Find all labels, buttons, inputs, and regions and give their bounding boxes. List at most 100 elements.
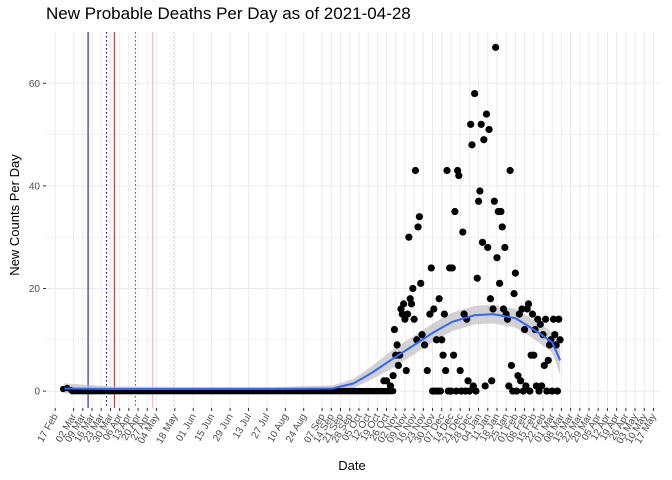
data-point	[510, 290, 518, 298]
data-point	[430, 305, 438, 313]
data-point	[427, 264, 435, 272]
data-point	[478, 238, 487, 246]
data-point	[490, 197, 498, 205]
smooth-line-group	[64, 313, 562, 390]
data-point	[394, 361, 402, 370]
data-point	[421, 341, 429, 349]
data-point	[465, 387, 473, 395]
data-point	[498, 223, 506, 231]
data-point	[536, 320, 544, 328]
data-point	[471, 89, 479, 98]
data-point	[449, 351, 458, 359]
data-point	[455, 172, 463, 180]
data-point	[468, 141, 476, 149]
data-point	[486, 295, 494, 303]
data-point	[473, 274, 481, 282]
data-point	[386, 382, 395, 390]
data-point	[414, 223, 422, 231]
data-point	[410, 315, 418, 323]
y-axis-title: New Counts Per Day	[7, 154, 22, 276]
data-point	[436, 387, 445, 395]
data-point	[448, 264, 456, 272]
data-point	[481, 382, 489, 390]
chart-title: New Probable Deaths Per Day as of 2021-0…	[46, 4, 411, 23]
data-point	[517, 377, 525, 385]
data-point	[492, 43, 500, 51]
data-point	[507, 361, 516, 370]
data-point	[390, 325, 399, 334]
data-point	[476, 187, 484, 195]
data-point	[530, 351, 538, 359]
data-point	[467, 120, 475, 128]
data-point	[482, 110, 491, 118]
data-point	[389, 372, 397, 380]
data-point	[520, 325, 529, 334]
data-point	[556, 336, 564, 344]
data-point	[411, 166, 420, 175]
y-tick-label: 0	[34, 387, 40, 398]
data-point	[459, 228, 467, 236]
x-axis-title: Date	[338, 458, 365, 473]
data-point	[522, 382, 530, 390]
data-point	[472, 387, 480, 395]
data-point	[555, 315, 563, 323]
data-point	[544, 356, 552, 364]
data-point	[477, 120, 485, 128]
data-point	[439, 351, 447, 359]
data-point	[464, 377, 472, 385]
data-point	[423, 366, 431, 375]
y-tick-label: 40	[29, 181, 41, 192]
grid-lines	[46, 32, 660, 408]
data-point	[426, 310, 434, 318]
data-point	[452, 387, 460, 395]
data-point	[474, 197, 483, 205]
data-point	[538, 382, 546, 390]
data-point	[417, 279, 425, 287]
data-point	[403, 310, 412, 318]
data-point	[553, 387, 562, 395]
data-point	[551, 331, 559, 339]
data-point	[389, 387, 397, 395]
data-point	[505, 382, 513, 390]
data-point	[524, 300, 533, 308]
y-tick-label: 20	[29, 284, 41, 295]
data-point	[484, 243, 492, 252]
data-point	[488, 377, 496, 385]
data-point	[493, 254, 501, 262]
data-point	[480, 136, 488, 144]
data-point	[511, 269, 519, 277]
smooth-line	[64, 313, 562, 390]
data-point	[526, 387, 534, 395]
data-point	[432, 336, 441, 344]
data-point	[407, 300, 416, 308]
data-point	[549, 315, 558, 323]
data-point	[548, 387, 556, 395]
data-point	[540, 361, 548, 370]
data-point	[447, 387, 455, 395]
data-point	[418, 331, 426, 339]
confidence-band	[64, 304, 561, 394]
data-point	[393, 341, 401, 349]
data-point	[402, 366, 410, 375]
data-point	[497, 207, 505, 216]
data-point	[456, 366, 464, 375]
data-point	[542, 315, 550, 323]
reference-lines	[87, 32, 175, 408]
data-point	[489, 305, 497, 313]
data-point	[518, 305, 526, 313]
data-point	[501, 243, 509, 252]
data-point	[485, 125, 493, 134]
data-point	[438, 336, 446, 344]
data-point	[495, 279, 504, 287]
data-point	[506, 166, 514, 175]
smooth-band	[64, 304, 561, 394]
data-point	[528, 310, 537, 318]
data-point	[382, 377, 391, 385]
y-tick-label: 60	[29, 79, 41, 90]
data-point	[405, 233, 413, 241]
data-point	[442, 366, 450, 375]
data-point	[543, 387, 551, 395]
data-point	[409, 284, 417, 293]
